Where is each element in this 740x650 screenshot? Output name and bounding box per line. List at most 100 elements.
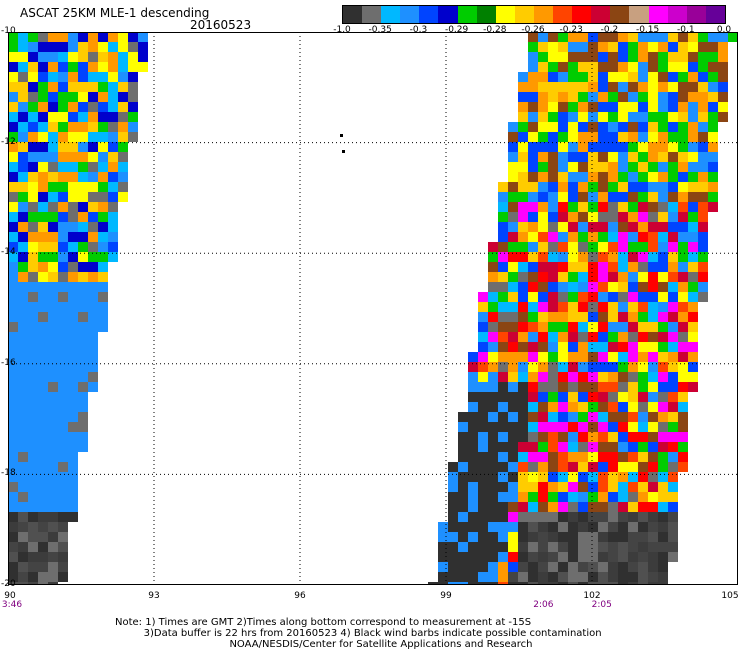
wind-cell	[618, 82, 628, 92]
wind-cell	[578, 512, 588, 522]
wind-cell	[548, 462, 558, 472]
wind-cell	[18, 372, 28, 382]
wind-cell	[78, 352, 88, 362]
wind-cell	[658, 42, 668, 52]
wind-cell	[668, 342, 678, 352]
wind-cell	[668, 212, 678, 222]
wind-cell	[668, 132, 678, 142]
wind-cell	[18, 562, 28, 572]
wind-cell	[58, 392, 68, 402]
wind-cell	[638, 542, 648, 552]
wind-cell	[588, 562, 598, 572]
wind-cell	[628, 152, 638, 162]
wind-cell	[528, 62, 538, 72]
wind-cell	[658, 302, 668, 312]
wind-cell	[558, 492, 568, 502]
wind-cell	[18, 142, 28, 152]
wind-cell	[38, 182, 48, 192]
wind-cell	[48, 372, 58, 382]
wind-cell	[648, 422, 658, 432]
wind-cell	[688, 352, 698, 362]
y-tick-label: -16	[1, 357, 16, 368]
colorbar-labels: -1.0 -0.35 -0.3 -0.29 -0.28 -0.26 -0.23 -0.2 -0.…	[325, 25, 740, 39]
wind-cell	[68, 322, 78, 332]
wind-cell	[558, 272, 568, 282]
wind-cell	[548, 262, 558, 272]
wind-cell	[28, 372, 38, 382]
wind-cell	[638, 312, 648, 322]
wind-cell	[508, 382, 518, 392]
wind-cell	[568, 152, 578, 162]
wind-cell	[698, 282, 708, 292]
wind-cell	[638, 322, 648, 332]
colorbar-swatch	[533, 6, 554, 23]
wind-cell	[648, 492, 658, 502]
wind-cell	[488, 522, 498, 532]
wind-cell	[48, 452, 58, 462]
wind-cell	[68, 52, 78, 62]
wind-cell	[38, 532, 48, 542]
wind-cell	[728, 32, 738, 42]
wind-cell	[48, 332, 58, 342]
wind-cell	[8, 172, 18, 182]
wind-cell	[638, 242, 648, 252]
wind-cell	[708, 52, 718, 62]
wind-cell	[548, 42, 558, 52]
wind-cell	[678, 342, 688, 352]
wind-cell	[648, 392, 658, 402]
wind-cell	[498, 452, 508, 462]
wind-cell	[108, 72, 118, 82]
wind-cell	[518, 452, 528, 462]
wind-cell	[678, 372, 688, 382]
wind-cell	[118, 192, 128, 202]
wind-cell	[558, 172, 568, 182]
wind-cell	[108, 252, 118, 262]
wind-cell	[18, 582, 28, 585]
wind-cell	[598, 442, 608, 452]
wind-cell	[708, 202, 718, 212]
wind-cell	[608, 482, 618, 492]
wind-cell	[508, 262, 518, 272]
wind-cell	[8, 322, 18, 332]
wind-cell	[68, 112, 78, 122]
wind-cell	[538, 412, 548, 422]
wind-cell	[548, 382, 558, 392]
wind-cell	[38, 192, 48, 202]
wind-cell	[38, 162, 48, 172]
wind-cell	[598, 582, 608, 585]
wind-cell	[618, 572, 628, 582]
wind-cell	[588, 392, 598, 402]
wind-cell	[588, 202, 598, 212]
wind-cell	[468, 452, 478, 462]
wind-cell	[618, 262, 628, 272]
wind-cell	[688, 192, 698, 202]
wind-cell	[588, 252, 598, 262]
wind-cell	[108, 102, 118, 112]
wind-cell	[568, 472, 578, 482]
wind-cell	[478, 472, 488, 482]
wind-cell	[98, 132, 108, 142]
wind-cell	[38, 372, 48, 382]
wind-cell	[458, 442, 468, 452]
wind-cell	[48, 242, 58, 252]
wind-cell	[48, 232, 58, 242]
wind-cell	[558, 182, 568, 192]
wind-cell	[668, 272, 678, 282]
wind-cell	[598, 542, 608, 552]
wind-cell	[498, 312, 508, 322]
wind-cell	[558, 102, 568, 112]
wind-cell	[448, 522, 458, 532]
wind-cell	[68, 182, 78, 192]
wind-cell	[598, 82, 608, 92]
wind-cell	[608, 182, 618, 192]
wind-cell	[528, 262, 538, 272]
colorbar-swatch	[400, 6, 420, 23]
wind-cell	[518, 232, 528, 242]
wind-cell	[648, 362, 658, 372]
wind-cell	[548, 362, 558, 372]
wind-cell	[478, 422, 488, 432]
wind-cell	[508, 482, 518, 492]
wind-cell	[718, 72, 728, 82]
wind-cell	[678, 172, 688, 182]
wind-cell	[618, 432, 628, 442]
